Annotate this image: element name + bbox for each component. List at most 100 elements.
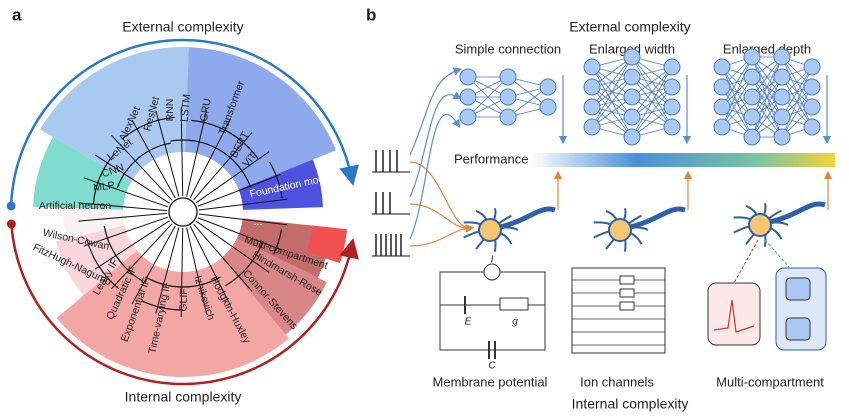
dendrogram-branch	[189, 226, 232, 306]
connection	[721, 56, 753, 128]
sector	[238, 159, 323, 210]
neuron-node	[623, 68, 641, 86]
bottom-title: Internal complexity	[572, 396, 689, 412]
dendrogram-branch	[180, 107, 184, 197]
circuit-box	[439, 271, 546, 351]
performance-bar	[530, 153, 835, 167]
arrow-dot	[6, 219, 16, 229]
circuit-label: I	[491, 255, 494, 266]
sector	[56, 225, 138, 296]
neuron-node	[663, 118, 681, 136]
input-curve	[409, 114, 461, 240]
soma	[478, 218, 502, 242]
neuron-node	[713, 58, 731, 76]
leaf-label: LSTM	[179, 94, 193, 123]
sector	[40, 46, 189, 182]
connection	[591, 76, 633, 128]
dendrogram-branch	[94, 154, 170, 204]
dendrogram-branch	[145, 276, 221, 288]
dendrogram-branch	[116, 142, 171, 189]
neuron-node	[773, 108, 791, 126]
neuron-node	[803, 58, 821, 76]
dendrogram-branch	[197, 173, 282, 207]
neuron-node	[713, 78, 731, 96]
dendrogram-branch	[180, 227, 184, 317]
circuit-box	[571, 267, 666, 354]
resistor	[619, 301, 635, 311]
leaf-label: RNN	[164, 99, 176, 122]
network-title: Enlarged depth	[723, 41, 811, 56]
panel-label: b	[366, 5, 376, 24]
neuron-node	[459, 108, 477, 126]
soma	[608, 218, 632, 242]
dendrogram-branch	[189, 118, 232, 198]
connection	[781, 66, 813, 138]
neuron-node	[663, 78, 681, 96]
connection	[781, 66, 813, 118]
dendrogram-branch	[186, 109, 208, 197]
dendrogram-branch	[111, 223, 173, 290]
bottom-title: Internal complexity	[125, 389, 242, 405]
sector	[63, 207, 125, 239]
neuron-node	[499, 68, 517, 86]
dendrogram-branch	[197, 217, 282, 251]
input-curve	[409, 161, 475, 233]
dendrogram-root	[168, 197, 198, 227]
dendrogram-branch	[193, 223, 253, 292]
connection	[751, 56, 783, 118]
neuron-node	[539, 78, 557, 96]
neuron-node	[623, 48, 641, 66]
panel-b: Simple connection Enlarged width Enlarged …	[372, 41, 835, 389]
connection	[467, 76, 509, 118]
neuron-node	[623, 108, 641, 126]
sector	[236, 218, 333, 278]
neuron-node	[743, 128, 761, 146]
dendrogram-branch	[103, 225, 144, 282]
resistor	[619, 288, 635, 298]
connection	[781, 86, 813, 138]
dendrogram-branch	[131, 225, 176, 305]
neuron-node	[499, 88, 517, 106]
circuit-label: g	[512, 317, 518, 328]
current-source	[483, 263, 501, 281]
neuron-node	[623, 128, 641, 146]
leaf-label: Artificial neuron	[39, 200, 112, 212]
neuron-node	[773, 68, 791, 86]
sector	[306, 225, 348, 263]
external-arrow	[9, 38, 359, 207]
connection	[591, 56, 633, 108]
model-label: Multi-compartment	[716, 374, 824, 389]
dendrogram-branch	[170, 139, 252, 188]
neuron-node	[803, 98, 821, 116]
performance-label: Performance	[454, 151, 528, 166]
neuron-node	[539, 98, 557, 116]
neuron-node	[773, 88, 791, 106]
neuron-node	[743, 88, 761, 106]
dendrogram-branch	[111, 134, 173, 201]
neuron-node	[499, 108, 517, 126]
leaf-label: ...	[254, 216, 263, 228]
circuit-label: E	[465, 317, 472, 328]
dendrogram-branch	[83, 177, 169, 208]
dendrogram-branch	[198, 198, 288, 211]
resistor	[619, 275, 635, 285]
dendrogram-branch	[273, 229, 283, 255]
input-curve	[409, 203, 475, 233]
neuron-node	[713, 118, 731, 136]
axon	[769, 201, 826, 225]
dendrogram-branch	[131, 119, 176, 199]
connection	[631, 66, 673, 118]
dendrogram-branch	[155, 110, 180, 197]
compartment	[785, 277, 811, 301]
connection	[631, 86, 673, 138]
resistor	[499, 297, 529, 311]
sector	[221, 238, 327, 335]
internal-arrow	[10, 223, 359, 386]
dendrogram-branch	[92, 153, 115, 205]
neuron-node	[743, 48, 761, 66]
circuit-label: C	[488, 361, 496, 372]
dendrogram-branch	[269, 161, 283, 199]
leaf-label: GLIF	[177, 288, 190, 312]
neuron-node	[743, 68, 761, 86]
neuron-node	[803, 118, 821, 136]
